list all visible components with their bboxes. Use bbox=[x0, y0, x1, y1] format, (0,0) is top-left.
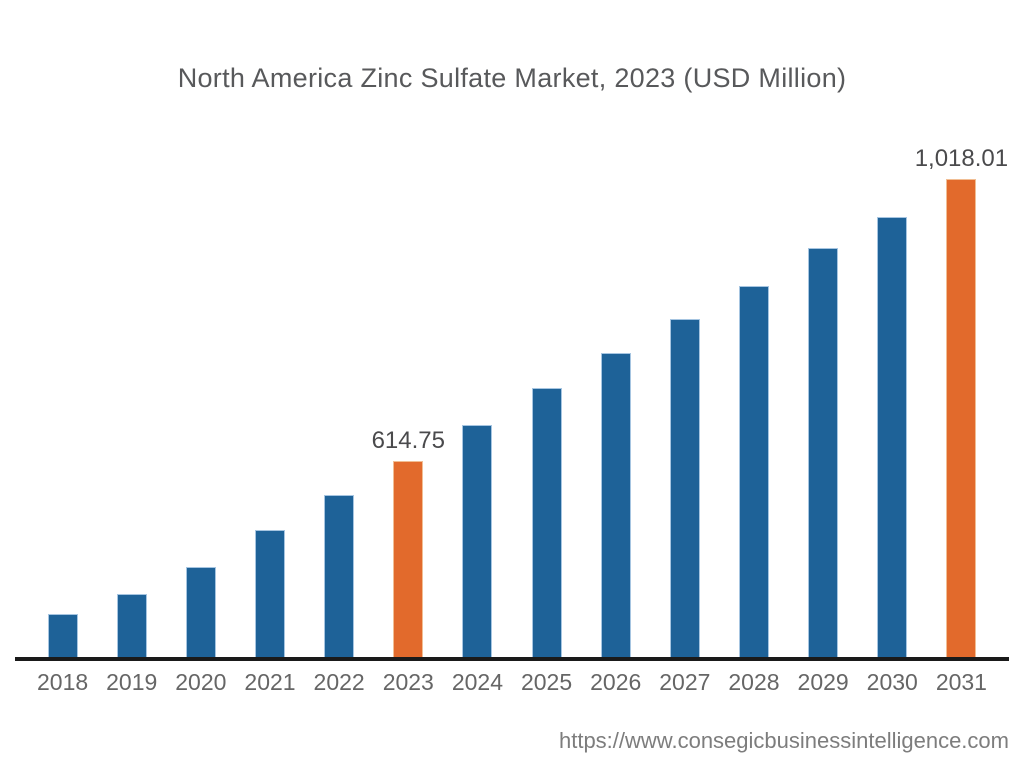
bar-column-2025 bbox=[512, 118, 581, 658]
bar-column-2019 bbox=[97, 118, 166, 658]
x-tick-2019: 2019 bbox=[106, 669, 158, 695]
bar-column-2023: 614.75 bbox=[371, 118, 445, 658]
bar-column-2022 bbox=[305, 118, 374, 658]
x-tick-2025: 2025 bbox=[520, 669, 573, 695]
bar-2029 bbox=[808, 248, 839, 658]
x-tick-2031: 2031 bbox=[935, 669, 987, 695]
bar-column-2021 bbox=[235, 118, 304, 658]
bar-column-2031: 1,018.01 bbox=[915, 118, 1008, 658]
bar-column-2028 bbox=[719, 118, 788, 658]
bar-2026 bbox=[600, 353, 631, 658]
chart-title: North America Zinc Sulfate Market, 2023 … bbox=[177, 63, 847, 93]
bar-column-2026 bbox=[581, 118, 650, 658]
bar-2020 bbox=[185, 567, 216, 658]
bar-2024 bbox=[462, 425, 493, 658]
bar-column-2030 bbox=[858, 118, 927, 658]
bar-column-2029 bbox=[789, 118, 858, 658]
bar-2025 bbox=[531, 388, 562, 658]
x-tick-2028: 2028 bbox=[728, 669, 780, 695]
value-label-2031: 1,018.01 bbox=[914, 144, 1009, 172]
bar-2022 bbox=[324, 495, 355, 658]
bar-column-2020 bbox=[166, 118, 235, 658]
bar-2021 bbox=[254, 530, 285, 658]
source-url[interactable]: https://www.consegicbusinessintelligence… bbox=[558, 728, 1009, 753]
value-label-2023: 614.75 bbox=[371, 426, 445, 454]
plot-area: 614.75 1,018.01 bbox=[28, 118, 1008, 658]
bar-column-2018 bbox=[28, 118, 97, 658]
bar-column-2024 bbox=[443, 118, 512, 658]
x-tick-2029: 2029 bbox=[797, 669, 849, 695]
bar-2028 bbox=[738, 286, 769, 658]
x-tick-2024: 2024 bbox=[451, 669, 503, 695]
x-axis-line bbox=[15, 657, 1009, 661]
bar-2030 bbox=[877, 217, 908, 658]
bar-2018 bbox=[47, 614, 78, 658]
x-tick-2027: 2027 bbox=[659, 669, 711, 695]
x-tick-2020: 2020 bbox=[175, 669, 227, 695]
x-tick-2030: 2030 bbox=[866, 669, 918, 695]
bar-2023 bbox=[393, 461, 424, 658]
bar-2019 bbox=[116, 594, 147, 658]
x-tick-2021: 2021 bbox=[244, 669, 296, 695]
x-tick-2026: 2026 bbox=[590, 669, 642, 695]
x-tick-2018: 2018 bbox=[36, 669, 89, 695]
x-tick-2023: 2023 bbox=[382, 669, 434, 695]
bar-column-2027 bbox=[650, 118, 719, 658]
bar-2031 bbox=[946, 179, 977, 658]
x-tick-2022: 2022 bbox=[313, 669, 365, 695]
bar-2027 bbox=[669, 319, 700, 658]
x-axis-ticks: 2018 2019 2020 2021 2022 2023 2024 2025 2026 2027… bbox=[28, 669, 996, 696]
